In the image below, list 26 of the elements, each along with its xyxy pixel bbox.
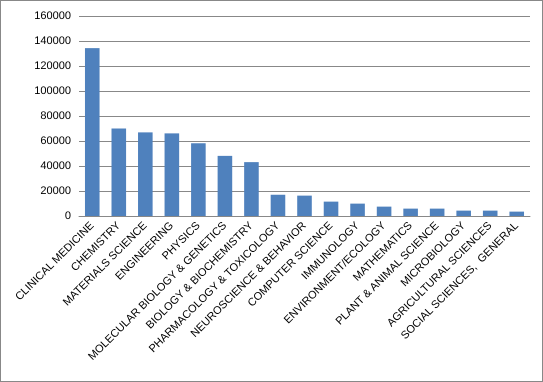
bar bbox=[112, 128, 126, 216]
bar bbox=[456, 210, 471, 216]
y-tick-label: 160000 bbox=[34, 10, 71, 22]
y-tick-label: 60000 bbox=[40, 135, 71, 147]
bar bbox=[84, 48, 100, 216]
bar bbox=[482, 210, 498, 216]
bar bbox=[244, 162, 259, 216]
bar bbox=[297, 196, 312, 216]
bar bbox=[350, 204, 365, 216]
bar bbox=[324, 202, 338, 216]
bar bbox=[270, 194, 286, 216]
bar bbox=[164, 133, 180, 216]
bar bbox=[138, 132, 153, 216]
bar bbox=[191, 143, 206, 216]
y-tick-label: 0 bbox=[64, 210, 71, 222]
y-tick-label: 100000 bbox=[34, 85, 71, 97]
bar bbox=[376, 206, 392, 216]
y-tick-label: 80000 bbox=[40, 110, 71, 122]
y-tick-label: 20000 bbox=[40, 185, 71, 197]
y-tick-label: 40000 bbox=[40, 160, 71, 172]
y-tick-label: 120000 bbox=[34, 60, 71, 72]
bar bbox=[430, 208, 444, 216]
bar bbox=[509, 212, 524, 216]
bar bbox=[403, 208, 418, 216]
y-tick-label: 140000 bbox=[34, 35, 71, 47]
bar bbox=[218, 156, 232, 216]
